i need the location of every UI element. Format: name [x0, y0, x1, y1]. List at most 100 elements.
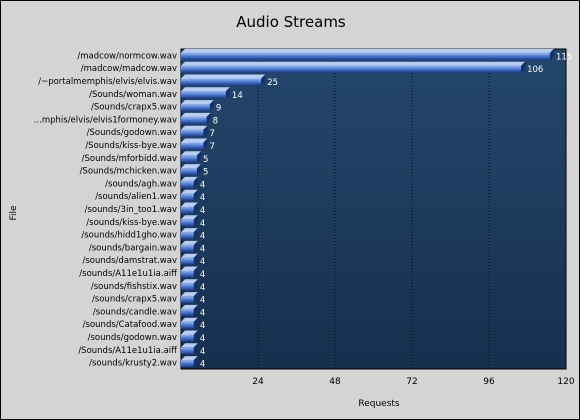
- category-label: /sounds/Catafood.wav: [83, 320, 177, 330]
- bar-front-face: [181, 129, 204, 137]
- bar-side-face: [203, 138, 208, 150]
- bar-side-face: [193, 279, 198, 291]
- bar-front-face: [181, 65, 522, 73]
- bars: [181, 48, 554, 368]
- bar-top-face: [181, 215, 198, 220]
- bar-top-face: [181, 266, 198, 271]
- chart-title: Audio Streams: [236, 13, 346, 31]
- category-label: /sounds/candle.wav: [93, 307, 177, 317]
- bar: [181, 74, 266, 86]
- category-label: /Sounds/woman.wav: [89, 90, 177, 100]
- bar-top-face: [181, 87, 230, 92]
- y-axis-title: File: [9, 205, 19, 221]
- bar: [181, 317, 198, 329]
- bar-front-face: [181, 52, 550, 60]
- bar-side-face: [193, 228, 198, 240]
- bar-front-face: [181, 168, 198, 176]
- bar-front-face: [181, 78, 262, 86]
- plot-area: [180, 48, 567, 370]
- bar-front-face: [181, 91, 226, 99]
- value-label: 4: [200, 347, 205, 357]
- bar: [181, 253, 198, 265]
- x-tick-labels: 24 48 72 96 120: [252, 377, 575, 387]
- category-label: /Sounds/mchicken.wav: [80, 167, 177, 177]
- value-label: 4: [200, 296, 205, 306]
- category-label: /sounds/alien1.wav: [95, 192, 177, 202]
- category-label: /Sounds/crapx5.wav: [91, 103, 177, 113]
- value-label: 4: [200, 219, 205, 229]
- bar-side-face: [193, 330, 198, 342]
- bar-side-face: [193, 304, 198, 316]
- category-label: ...mphis/elvis/elvis1formoney.wav: [34, 115, 177, 125]
- bar-top-face: [181, 317, 198, 322]
- category-label: /sounds/3in_too1.wav: [85, 205, 177, 215]
- category-label: /sounds/hidd1gho.wav: [81, 231, 177, 241]
- value-label: 115: [556, 52, 572, 62]
- bar-top-face: [181, 151, 202, 156]
- category-label: /sounds/krusty2.wav: [89, 359, 177, 369]
- bar-top-face: [181, 292, 198, 297]
- bar-top-face: [181, 253, 198, 258]
- bar-side-face: [203, 125, 208, 137]
- category-label: /Sounds/kiss-bye.wav: [85, 141, 177, 151]
- value-label: 4: [200, 180, 205, 190]
- bar-top-face: [181, 164, 202, 169]
- bar-front-face: [181, 296, 194, 304]
- x-tick-label: 24: [252, 377, 264, 387]
- bar-front-face: [181, 360, 194, 368]
- value-label: 5: [203, 155, 208, 165]
- category-label: /Sounds/mforbidd.wav: [82, 154, 177, 164]
- bar: [181, 266, 198, 278]
- bar: [181, 304, 198, 316]
- x-axis-title: Requests: [358, 399, 400, 409]
- x-tick-label: 120: [557, 377, 574, 387]
- bar-front-face: [181, 142, 204, 150]
- value-label: 9: [216, 104, 221, 114]
- bar-side-face: [193, 317, 198, 329]
- bar: [181, 202, 198, 214]
- category-label: /sounds/bargain.wav: [89, 243, 177, 253]
- bar-side-face: [193, 202, 198, 214]
- value-label: 4: [200, 193, 205, 203]
- bar: [181, 215, 198, 227]
- bar-front-face: [181, 116, 207, 124]
- bar: [181, 228, 198, 240]
- bar-front-face: [181, 347, 194, 355]
- category-label: /sounds/agh.wav: [105, 179, 177, 189]
- x-tick-label: 72: [406, 377, 417, 387]
- bar-side-face: [193, 176, 198, 188]
- bar-top-face: [181, 138, 208, 143]
- bar-front-face: [181, 270, 194, 278]
- value-label: 5: [203, 168, 208, 178]
- value-label: 4: [200, 206, 205, 216]
- value-label: 4: [200, 360, 205, 370]
- bar-front-face: [181, 206, 194, 214]
- bar-top-face: [181, 61, 526, 66]
- bar-top-face: [181, 279, 198, 284]
- bar-top-face: [181, 176, 198, 181]
- category-label: /Sounds/A11e1u1ia.aiff: [78, 346, 178, 356]
- category-label: /sounds/crapx5.wav: [92, 295, 177, 305]
- bar-top-face: [181, 125, 208, 130]
- bar-side-face: [261, 74, 266, 86]
- value-label: 4: [200, 257, 205, 267]
- value-label: 4: [200, 334, 205, 344]
- category-label: /sounds/kiss-bye.wav: [86, 218, 177, 228]
- bar-side-face: [193, 266, 198, 278]
- bar: [181, 176, 198, 188]
- bar-top-face: [181, 240, 198, 245]
- bar-front-face: [181, 321, 194, 329]
- bar-top-face: [181, 343, 198, 348]
- value-label: 4: [200, 232, 205, 242]
- bar-front-face: [181, 244, 194, 252]
- value-label: 4: [200, 321, 205, 331]
- x-tick-label: 96: [483, 377, 495, 387]
- bar-side-face: [193, 292, 198, 304]
- bar-front-face: [181, 104, 210, 112]
- bar-side-face: [206, 112, 211, 124]
- bar-top-face: [181, 48, 554, 53]
- bar-side-face: [193, 240, 198, 252]
- value-label: 14: [232, 91, 243, 101]
- bar-side-face: [193, 356, 198, 368]
- bar-top-face: [181, 189, 198, 194]
